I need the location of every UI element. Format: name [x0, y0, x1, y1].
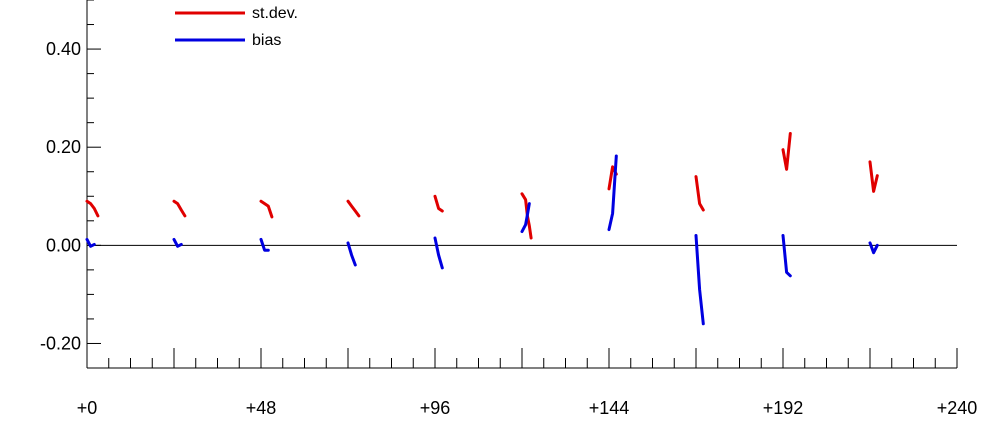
x-tick-label: +144	[589, 398, 630, 418]
series-line-segment	[868, 241, 879, 255]
series-bias	[85, 154, 879, 326]
series-line-segment	[694, 175, 705, 212]
series-line-segment	[694, 234, 705, 326]
series-line-segment	[781, 234, 792, 278]
series-stdev	[85, 132, 879, 240]
x-tick-label: +240	[937, 398, 978, 418]
series-line-segment	[172, 237, 183, 248]
series-line-segment	[433, 194, 444, 213]
series-line-segment	[346, 241, 357, 267]
legend-label-stdev: st.dev.	[252, 5, 298, 22]
series-line-segment	[433, 236, 444, 270]
x-tick-label: +48	[246, 398, 277, 418]
y-tick-label: -0.20	[40, 333, 81, 353]
series-line-segment	[607, 154, 618, 232]
series-line-segment	[85, 237, 96, 248]
series-line-segment	[868, 160, 879, 193]
y-tick-label: 0.20	[46, 137, 81, 157]
y-tick-label: 0.00	[46, 235, 81, 255]
series-layer	[85, 132, 879, 326]
x-tick-label: +0	[77, 398, 98, 418]
series-line-segment	[520, 202, 531, 234]
series-line-segment	[781, 132, 792, 171]
series-line-segment	[85, 199, 100, 218]
y-tick-label: 0.40	[46, 39, 81, 59]
axes: -0.20 0.00 0.20 0.40 +0 +48 +96 +144 +192 +240	[40, 0, 977, 418]
series-line-segment	[346, 199, 361, 218]
series-line-segment	[259, 199, 274, 219]
x-tick-label: +96	[420, 398, 451, 418]
legend-label-bias: bias	[252, 32, 281, 49]
series-line-segment	[259, 237, 270, 252]
x-tick-label: +192	[763, 398, 804, 418]
series-line-segment	[172, 199, 187, 218]
legend: st.dev. bias	[175, 5, 298, 49]
